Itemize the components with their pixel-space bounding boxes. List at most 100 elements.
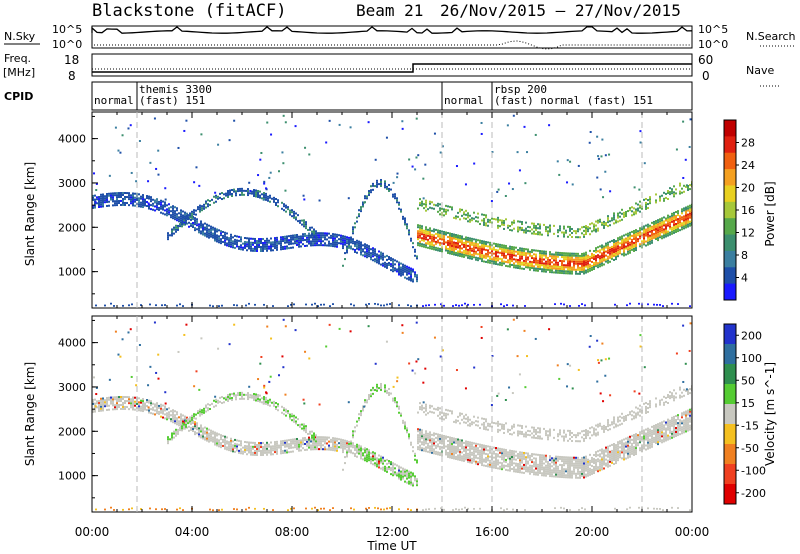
power-echo-cell bbox=[199, 210, 201, 213]
power-echo-cell bbox=[222, 230, 224, 233]
power-echo-cell bbox=[284, 241, 286, 244]
power-echo-cell bbox=[659, 218, 661, 221]
colorbar-swatch bbox=[724, 234, 736, 252]
velocity-echo-cell bbox=[256, 448, 258, 451]
power-echo-cell bbox=[495, 262, 497, 265]
power-echo-cell bbox=[513, 250, 515, 253]
power-echo-cell bbox=[673, 225, 675, 228]
velocity-echo-cell bbox=[142, 398, 144, 401]
power-echo-cell bbox=[581, 266, 583, 269]
velocity-echo-cell bbox=[517, 457, 519, 459]
power-echo-cell bbox=[671, 230, 673, 233]
power-echo-cell bbox=[176, 304, 178, 307]
colorbar-swatch bbox=[724, 218, 736, 236]
power-echo-cell bbox=[240, 238, 242, 241]
power-echo-cell bbox=[599, 259, 601, 262]
power-echo-cell bbox=[449, 234, 451, 237]
velocity-echo-cell bbox=[219, 396, 221, 399]
power-echo-cell bbox=[569, 252, 571, 255]
velocity-echo-cell bbox=[231, 398, 233, 401]
power-echo-cell bbox=[465, 209, 467, 212]
power-echo-cell bbox=[633, 249, 635, 252]
power-echo-cell bbox=[617, 239, 619, 242]
power-echo-cell bbox=[455, 245, 457, 248]
power-echo-cell bbox=[497, 226, 499, 229]
velocity-echo-cell bbox=[459, 422, 461, 425]
velocity-echo-cell bbox=[447, 455, 449, 458]
velocity-echo-cell bbox=[288, 443, 290, 446]
velocity-echo-cell bbox=[175, 432, 177, 435]
power-echo-cell bbox=[236, 239, 238, 242]
power-echo-cell bbox=[508, 182, 511, 185]
power-echo-cell bbox=[175, 228, 177, 231]
velocity-echo-cell bbox=[499, 449, 501, 452]
power-echo-cell bbox=[251, 190, 253, 193]
power-echo-cell bbox=[625, 241, 627, 244]
power-echo-cell bbox=[643, 229, 645, 232]
velocity-echo-cell bbox=[104, 403, 106, 406]
power-echo-cell bbox=[310, 240, 312, 243]
velocity-echo-cell bbox=[176, 417, 178, 420]
velocity-echo-cell bbox=[178, 424, 180, 427]
velocity-echo-cell bbox=[451, 454, 453, 457]
velocity-echo-cell bbox=[306, 440, 308, 443]
velocity-echo-cell bbox=[485, 420, 487, 423]
power-echo-cell bbox=[519, 251, 521, 254]
power-echo-cell bbox=[429, 227, 431, 230]
power-echo-cell bbox=[225, 192, 227, 195]
power-echo-cell bbox=[513, 246, 515, 249]
velocity-echo-cell bbox=[521, 467, 523, 470]
velocity-echo-cell bbox=[475, 424, 477, 427]
power-echo-cell bbox=[517, 262, 519, 265]
power-echo-cell bbox=[555, 271, 557, 274]
power-echo-cell bbox=[499, 245, 501, 248]
power-echo-cell bbox=[193, 209, 195, 212]
power-echo-cell bbox=[513, 264, 515, 267]
power-echo-cell bbox=[543, 270, 545, 273]
power-echo-cell bbox=[479, 223, 481, 226]
velocity-echo-cell bbox=[198, 435, 200, 438]
power-echo-cell bbox=[122, 201, 124, 204]
power-echo-cell bbox=[296, 239, 298, 242]
power-echo-cell bbox=[477, 243, 479, 246]
power-echo-cell bbox=[477, 259, 479, 262]
velocity-echo-cell bbox=[318, 448, 320, 451]
velocity-echo-cell bbox=[525, 466, 527, 469]
velocity-echo-cell bbox=[483, 452, 485, 455]
velocity-echo-cell bbox=[168, 413, 170, 416]
velocity-echo-cell bbox=[513, 423, 515, 426]
power-echo-cell bbox=[350, 303, 352, 306]
velocity-echo-cell bbox=[388, 460, 390, 463]
power-echo-cell bbox=[206, 223, 208, 226]
velocity-echo-cell bbox=[425, 405, 427, 408]
power-echo-cell bbox=[112, 194, 114, 197]
power-echo-cell bbox=[417, 232, 419, 235]
velocity-echo-cell bbox=[533, 453, 535, 456]
power-echo-cell bbox=[160, 199, 162, 202]
velocity-echo-cell bbox=[175, 428, 177, 431]
power-echo-cell bbox=[489, 255, 491, 258]
power-echo-cell bbox=[545, 228, 547, 231]
velocity-echo-cell bbox=[209, 403, 211, 406]
velocity-echo-cell bbox=[423, 443, 425, 446]
velocity-echo-cell bbox=[376, 463, 378, 466]
power-echo-cell bbox=[437, 202, 439, 205]
power-echo-cell bbox=[332, 235, 334, 238]
power-echo-cell bbox=[244, 240, 246, 243]
velocity-echo-cell bbox=[459, 456, 461, 459]
velocity-echo-cell bbox=[202, 433, 204, 436]
velocity-echo-cell bbox=[210, 429, 212, 432]
velocity-echo-cell bbox=[283, 407, 285, 410]
power-echo-cell bbox=[549, 263, 551, 266]
velocity-echo-cell bbox=[244, 450, 246, 453]
velocity-echo-cell bbox=[144, 406, 146, 409]
power-echo-cell bbox=[132, 204, 134, 207]
velocity-echo-cell bbox=[226, 440, 228, 443]
power-echo-cell bbox=[164, 203, 166, 206]
velocity-echo-cell bbox=[513, 452, 515, 455]
velocity-echo-cell bbox=[264, 449, 266, 452]
velocity-echo-cell bbox=[457, 419, 459, 422]
velocity-echo-cell bbox=[425, 432, 427, 435]
power-echo-cell bbox=[655, 220, 657, 223]
power-echo-cell bbox=[475, 240, 477, 243]
